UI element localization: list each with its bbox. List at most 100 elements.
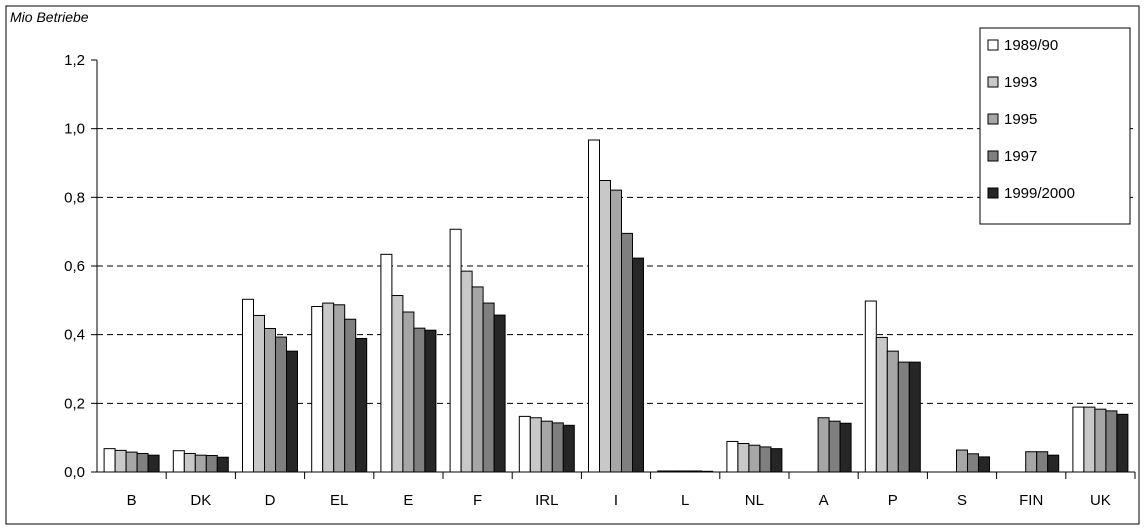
bar (216, 456, 229, 473)
bar (380, 253, 393, 473)
x-category-label: S (957, 492, 967, 509)
bar (1105, 410, 1118, 473)
y-tick-label: 0,2 (64, 395, 85, 412)
bar (748, 444, 761, 473)
bar (311, 306, 324, 473)
bar (205, 455, 218, 473)
bar (864, 300, 877, 473)
bar (875, 336, 888, 473)
x-category-label: EL (330, 492, 348, 509)
bar (632, 257, 644, 473)
bar (956, 449, 968, 473)
legend-swatch (987, 113, 999, 125)
y-tick-label: 0,0 (64, 464, 85, 481)
y-tick-label: 0,8 (64, 189, 85, 206)
bar (471, 286, 484, 473)
bar (460, 270, 473, 473)
legend-label: 1989/90 (1004, 37, 1058, 54)
bar (172, 450, 185, 473)
bar (839, 422, 852, 473)
bar (253, 314, 265, 473)
bar (114, 449, 127, 473)
bar (967, 453, 979, 473)
y-tick-label: 0,4 (64, 327, 85, 344)
x-category-label: UK (1090, 492, 1111, 509)
bar (737, 443, 750, 473)
bar (424, 329, 437, 473)
x-category-label: FIN (1019, 492, 1043, 509)
x-category-label: L (681, 492, 689, 509)
x-category-label: P (888, 492, 898, 509)
legend-label: 1997 (1004, 148, 1037, 165)
bar (588, 139, 600, 473)
bar (828, 420, 841, 473)
bar (529, 417, 542, 473)
bar (103, 448, 116, 473)
bar (897, 361, 910, 473)
axes (91, 59, 1136, 479)
bar (194, 454, 207, 473)
bar (1072, 406, 1085, 473)
bar (355, 337, 368, 473)
x-category-label: IRL (535, 492, 558, 509)
bar (978, 456, 990, 473)
x-category-label: NL (745, 492, 764, 509)
bar (1047, 454, 1060, 473)
x-category-label: F (473, 492, 482, 509)
bar (125, 451, 138, 473)
bar (1025, 451, 1038, 473)
bar (1116, 413, 1129, 473)
bar (322, 302, 335, 473)
bar (391, 295, 404, 473)
bar (770, 448, 783, 473)
bar (449, 228, 462, 473)
bar (413, 327, 426, 473)
legend-label: 1999/2000 (1004, 185, 1075, 202)
bar (1036, 451, 1049, 473)
bar (242, 298, 254, 473)
bar (493, 314, 506, 473)
bar (817, 417, 830, 473)
bar (886, 350, 899, 473)
bar (275, 336, 287, 473)
bar (621, 232, 633, 473)
bar (402, 311, 415, 473)
legend-box (979, 27, 1131, 225)
bar (551, 422, 564, 473)
bar (908, 361, 921, 473)
bar (147, 454, 160, 473)
bar (1094, 408, 1107, 473)
x-category-label: DK (190, 492, 211, 509)
bar (610, 189, 622, 473)
bars (103, 139, 1129, 473)
bar (518, 415, 531, 473)
y-tick-labels: 0,0 0,2 0,4 0,6 0,8 1,0 1,2 (64, 52, 85, 481)
bar (726, 440, 739, 473)
legend-swatch (987, 187, 999, 199)
y-tick-label: 1,0 (64, 121, 85, 138)
bar (599, 180, 611, 473)
legend-swatch (987, 76, 999, 88)
x-category-label: I (614, 492, 618, 509)
bar (562, 424, 575, 473)
bar (759, 446, 772, 473)
legend-swatch (987, 39, 999, 51)
bar (286, 350, 298, 473)
bar (344, 318, 357, 473)
x-category-label: D (265, 492, 276, 509)
bar (136, 452, 149, 473)
legend-swatch (987, 150, 999, 162)
legend-label: 1993 (1004, 74, 1037, 91)
y-tick-label: 1,2 (64, 52, 85, 69)
legend-label: 1995 (1004, 111, 1037, 128)
x-category-label: A (819, 492, 829, 509)
bar (183, 452, 196, 473)
bar (482, 302, 495, 473)
y-axis-title: Mio Betriebe (10, 9, 89, 25)
x-category-label: B (127, 492, 137, 509)
bar (333, 304, 346, 473)
legend: 1989/90 1993 1995 1997 1999/2000 (979, 27, 1131, 225)
x-category-label: E (403, 492, 413, 509)
